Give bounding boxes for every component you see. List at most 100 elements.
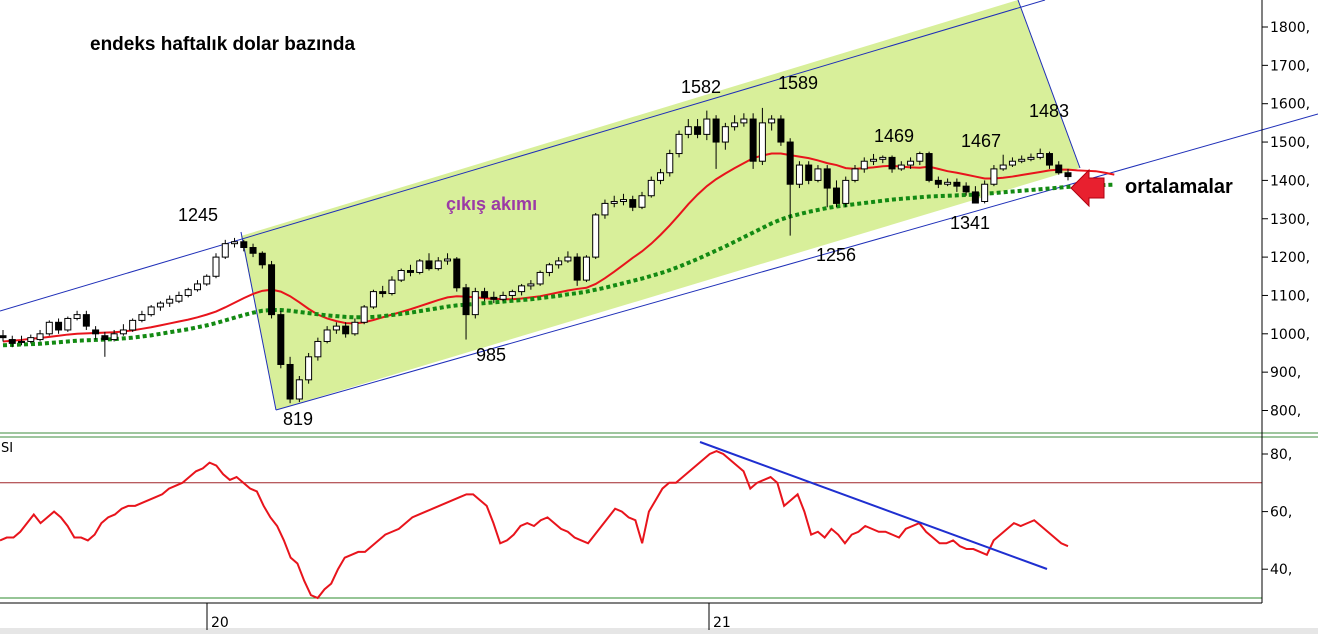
candle-body-up (119, 329, 127, 335)
candle-body-up (1027, 156, 1035, 160)
candle-body-up (795, 164, 803, 185)
ma-long-line (2, 182, 1115, 348)
candle-body-up (45, 321, 53, 335)
candle (8, 335, 16, 348)
candle (721, 122, 729, 150)
candle (851, 165, 859, 183)
candle (731, 115, 739, 131)
candle-body-up (814, 168, 822, 181)
candle (888, 155, 896, 173)
candle (795, 161, 803, 189)
candle (462, 283, 470, 340)
candle-body-up (156, 302, 164, 308)
candle-body-up (879, 156, 887, 160)
candle (675, 130, 683, 158)
candle-body-up (990, 168, 998, 185)
candle-body-up (907, 160, 915, 166)
candlesticks (0, 107, 1072, 404)
candle (1036, 148, 1044, 160)
candle-body-up (351, 321, 359, 335)
candle (295, 375, 303, 403)
candle-body-down (1045, 153, 1053, 166)
candle (1008, 157, 1016, 167)
channel-label: çıkış akımı (446, 194, 537, 214)
candle (166, 295, 174, 307)
candle (805, 161, 813, 185)
candle-body-down (805, 164, 813, 181)
candle (388, 276, 396, 296)
price-y-axis: 800, 900, 1000, 1100, 1200, 1300, 1400, 1500, 16… (1262, 20, 1310, 420)
candle (740, 113, 748, 127)
candle (499, 291, 507, 302)
candle (425, 253, 433, 271)
candle-body-up (536, 271, 544, 285)
candle-body-up (73, 314, 81, 319)
y-tick-label: 1200, (1270, 250, 1310, 266)
rsi-trendline (699, 441, 1048, 570)
candle-body-down (342, 325, 350, 335)
candle-body-up (657, 172, 665, 181)
candle-body-up (768, 118, 776, 124)
candle (647, 176, 655, 198)
candle-body-down (101, 335, 109, 341)
candle (45, 320, 53, 336)
candle (684, 119, 692, 139)
candle (823, 165, 831, 208)
chart-title: endeks haftalık dolar bazında (90, 34, 355, 55)
candle-body-up (527, 283, 535, 287)
candle-body-down (823, 168, 831, 189)
candle (601, 199, 609, 219)
candle (490, 291, 498, 304)
candle-body-up (416, 260, 424, 273)
candle (0, 329, 7, 342)
candle (694, 119, 702, 139)
rsi-y-axis: 40, 60, 80, (1262, 447, 1292, 578)
y-tick-label: 800, (1270, 404, 1301, 420)
candle-body-down (425, 260, 433, 270)
candle (1064, 168, 1072, 181)
candle (934, 176, 942, 189)
candle (138, 310, 146, 323)
price-label-1469: 1469 (874, 126, 914, 146)
candle (768, 115, 776, 131)
candle (277, 310, 285, 369)
candle-body-down (258, 252, 266, 266)
price-label-1582: 1582 (681, 77, 721, 97)
rsi-tick-label: 60, (1270, 505, 1292, 521)
candle-body-down (406, 270, 414, 273)
candle-body-down (777, 118, 785, 143)
candle-body-up (397, 270, 405, 281)
price-label-1589: 1589 (778, 73, 818, 93)
candle (657, 168, 665, 185)
candle (444, 253, 452, 265)
candle (1055, 161, 1063, 175)
candle-body-down (249, 247, 257, 254)
rsi-line (0, 450, 1069, 600)
candle (619, 193, 627, 206)
candle (990, 165, 998, 187)
candle-body-up (212, 256, 220, 277)
averages-label: ortalamalar (1125, 176, 1233, 198)
candle-body-up (64, 317, 72, 331)
candle-body-down (832, 187, 840, 204)
candle-body-up (555, 260, 563, 266)
candle-body-up (166, 298, 174, 304)
y-tick-label: 1100, (1270, 288, 1310, 304)
candle-body-up (564, 256, 572, 262)
candle (221, 239, 229, 260)
candle-body-up (129, 319, 137, 331)
bottom-axis-strip (0, 628, 1318, 634)
candle-body-down (240, 241, 248, 249)
candle-body-up (666, 153, 674, 174)
candle (82, 310, 90, 330)
candle (351, 318, 359, 336)
candle-body-up (916, 153, 924, 162)
candle-body-up (582, 256, 590, 281)
candle-body-down (573, 256, 581, 281)
y-tick-label: 1600, (1270, 97, 1310, 113)
candle (129, 318, 137, 332)
candle (897, 161, 905, 171)
candle (184, 287, 192, 298)
price-panel: endeks haftalık dolar bazında çıkış akım… (0, 0, 1318, 429)
